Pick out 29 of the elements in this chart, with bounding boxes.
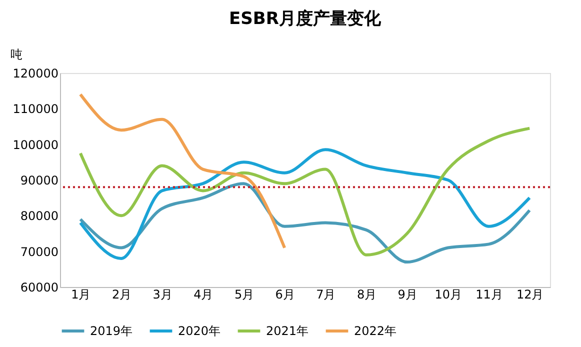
x-tick-label: 5月: [234, 288, 254, 302]
x-tick-label: 11月: [476, 288, 503, 302]
x-tick-label: 3月: [152, 288, 172, 302]
y-tick-label: 60000: [20, 280, 58, 294]
line-series: [78, 126, 532, 256]
line-series: [78, 148, 532, 260]
x-tick-label: 7月: [316, 288, 336, 302]
y-tick-label: 90000: [20, 174, 58, 188]
y-tick-label: 110000: [12, 102, 58, 116]
x-tick-label: 6月: [275, 288, 295, 302]
y-tick-label: 80000: [20, 209, 58, 224]
x-tick-label: 8月: [356, 288, 377, 302]
line-series: [78, 92, 286, 250]
y-axis-title: 吨: [10, 48, 22, 62]
x-tick-label: 4月: [194, 288, 214, 302]
x-tick-label: 10月: [434, 288, 462, 302]
x-tick-label: 1月: [71, 288, 91, 302]
legend-label: 2021年: [266, 324, 309, 338]
x-tick-label: 12月: [516, 288, 544, 302]
x-tick-label: 9月: [398, 288, 418, 302]
chart-title: ESBR月度产量变化: [229, 9, 382, 29]
y-tick-label: 100000: [12, 138, 58, 152]
legend-label: 2022年: [354, 324, 397, 338]
y-tick-label: 70000: [20, 244, 58, 259]
y-tick-label: 120000: [12, 66, 58, 80]
legend-label: 2020年: [178, 324, 221, 338]
legend-label: 2019年: [90, 324, 133, 338]
line-series: [78, 182, 532, 264]
x-tick-label: 2月: [112, 288, 132, 302]
